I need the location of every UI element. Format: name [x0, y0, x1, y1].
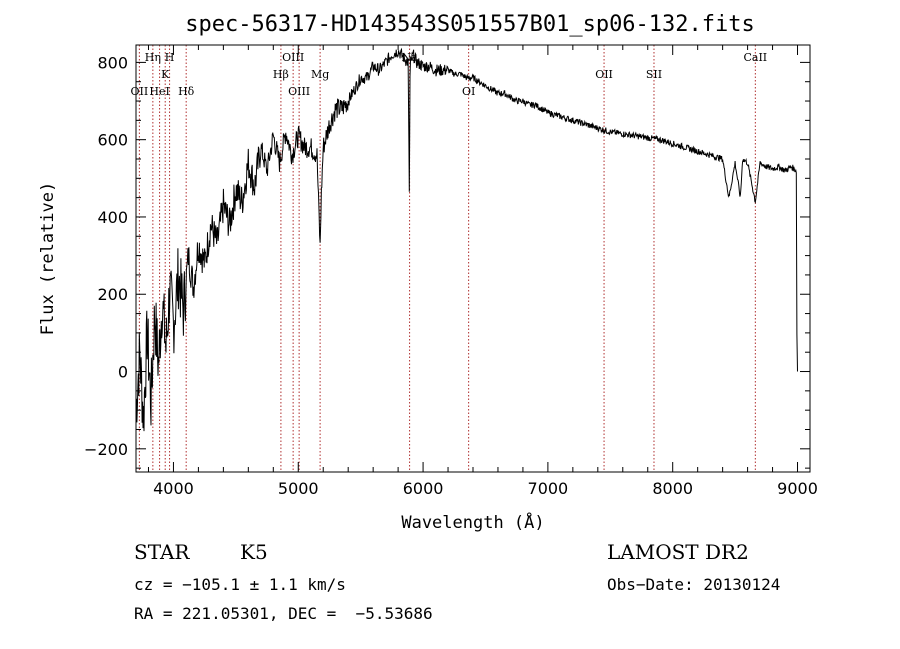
- survey-name: LAMOST DR2: [607, 540, 749, 564]
- y-axis-label: Flux (relative): [38, 182, 58, 336]
- coordinates: RA = 221.05301, DEC = −5.53686: [134, 604, 433, 623]
- y-tick-label: 600: [97, 131, 128, 150]
- object-class: STAR: [134, 540, 190, 564]
- emission-line-label: Mg: [311, 68, 329, 81]
- series-flux-line: [135, 47, 798, 432]
- object-subclass: K5: [240, 540, 268, 564]
- x-axis-label: Wavelength (Å): [401, 511, 544, 533]
- emission-line-label: Hη: [145, 51, 161, 64]
- plot-frame: [135, 44, 811, 473]
- emission-line-label: HeI: [149, 85, 169, 98]
- y-tick-label: 800: [97, 53, 128, 72]
- emission-line-label: Hδ: [178, 85, 195, 98]
- x-tick-label: 6000: [403, 479, 444, 498]
- x-tick-label: 5000: [278, 479, 319, 498]
- emission-lines-layer: [138, 45, 756, 472]
- emission-line-label: K: [161, 68, 170, 81]
- emission-line-label: OIII: [288, 85, 310, 98]
- emission-line-label: H: [165, 51, 175, 64]
- emission-line-label: OII: [595, 68, 613, 81]
- emission-line-label: OII: [131, 85, 149, 98]
- y-tick-label: 0: [118, 363, 128, 382]
- emission-line-label: OI: [462, 85, 475, 98]
- x-tick-label: 8000: [652, 479, 693, 498]
- emission-line-label: Hβ: [273, 68, 289, 81]
- y-tick-label: −200: [84, 440, 128, 459]
- observation-date: Obs−Date: 20130124: [607, 575, 781, 594]
- y-tick-label: 200: [97, 285, 128, 304]
- x-tick-label: 4000: [153, 479, 194, 498]
- x-tick-label: 7000: [528, 479, 569, 498]
- emission-line-label: CaII: [743, 51, 767, 64]
- emission-line-label: OIII: [282, 51, 304, 64]
- redshift-cz: cz = −105.1 ± 1.1 km/s: [134, 575, 346, 594]
- chart-title: spec-56317-HD143543S051557B01_sp06-132.f…: [185, 12, 755, 37]
- y-tick-label: 400: [97, 208, 128, 227]
- x-tick-label: 9000: [777, 479, 818, 498]
- series-layer: [135, 47, 798, 432]
- axis-ticks: 4000 5000 6000 7000 8000 9000 −200 0 200 400 600 80…: [84, 45, 818, 498]
- emission-line-label: SII: [646, 68, 662, 81]
